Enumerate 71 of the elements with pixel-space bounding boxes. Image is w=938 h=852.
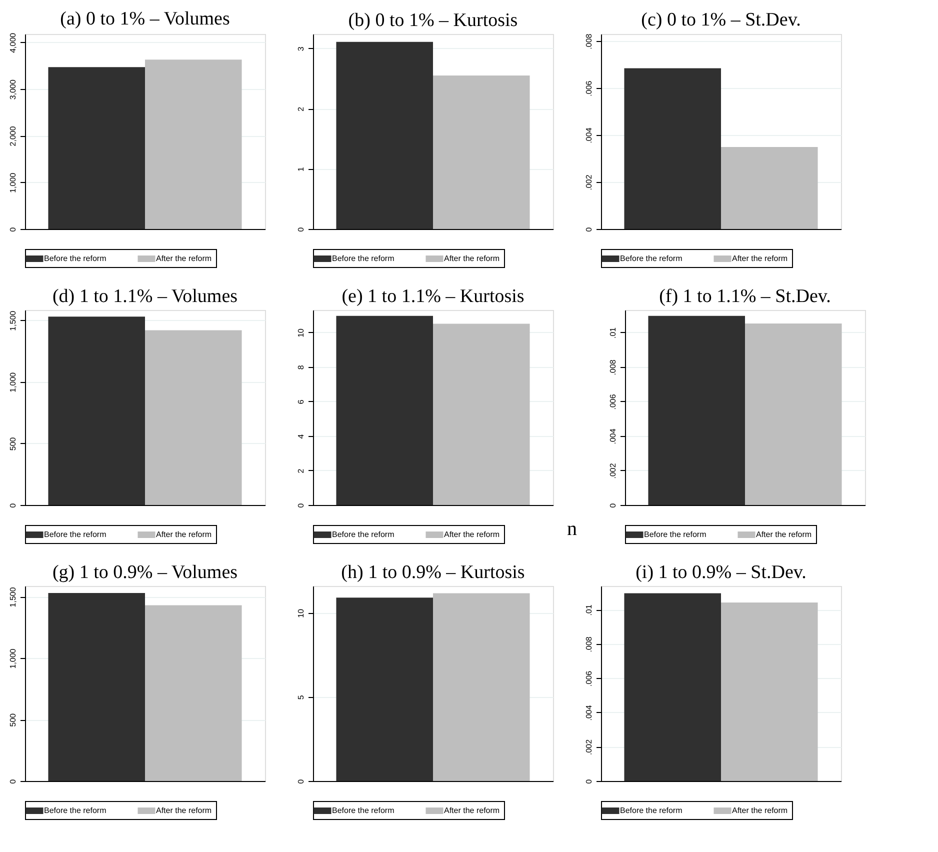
y-tick-label: 1,000	[8, 372, 18, 392]
legend-label: Before the reform	[620, 254, 683, 263]
y-tick-label: .008	[584, 636, 594, 652]
y-tick-label: 6	[296, 399, 306, 404]
y-tick-label: 1	[296, 166, 306, 172]
legend-label: Before the reform	[44, 530, 107, 539]
chart-title: (h) 1 to 0.9% – Kurtosis	[341, 562, 525, 583]
legend-label: Before the reform	[332, 806, 395, 815]
y-tick-label: .006	[584, 670, 594, 686]
chart-title: (b) 0 to 1% – Kurtosis	[348, 10, 518, 31]
y-tick-label: 2,000	[8, 126, 18, 146]
y-tick-label: .006	[584, 80, 594, 96]
legend-label: Before the reform	[44, 806, 107, 815]
y-tick-label: 4,000	[8, 32, 18, 53]
y-tick-label: 0	[8, 502, 18, 508]
legend-label: Before the reform	[44, 254, 107, 263]
chart-title: (d) 1 to 1.1% – Volumes	[52, 286, 238, 307]
chart-title: (f) 1 to 1.1% – St.Dev.	[659, 286, 831, 307]
legend-label: Before the reform	[644, 530, 707, 539]
y-tick-label: 2	[296, 468, 306, 474]
chart-title: (a) 0 to 1% – Volumes	[60, 8, 230, 30]
y-tick-label: .002	[584, 174, 594, 190]
y-tick-label: .002	[584, 738, 594, 756]
legend-label: After the reform	[444, 254, 500, 263]
y-tick-label: 0	[296, 226, 306, 232]
y-tick-label: .008	[584, 33, 594, 50]
y-tick-label: 0	[584, 778, 594, 784]
y-tick-label: 5	[296, 694, 306, 700]
y-tick-label: .01	[584, 604, 594, 616]
y-tick-label: .004	[584, 127, 594, 144]
legend-label: After the reform	[156, 530, 212, 539]
y-tick-label: .002	[608, 462, 618, 479]
legend-label: Before the reform	[332, 530, 395, 539]
chart-title: (e) 1 to 1.1% – Kurtosis	[342, 286, 524, 307]
y-tick-label: 1,000	[8, 172, 18, 193]
legend-label: After the reform	[444, 806, 500, 815]
y-tick-label: .004	[608, 428, 618, 444]
legend-label: After the reform	[156, 806, 212, 815]
y-tick-label: 0	[8, 778, 18, 784]
y-tick-label: 3	[296, 46, 306, 52]
y-tick-label: .006	[608, 394, 618, 410]
y-tick-label: 0	[608, 502, 618, 508]
legend-label: After the reform	[444, 530, 500, 539]
legend-label: After the reform	[756, 530, 812, 539]
chart-title: (c) 0 to 1% – St.Dev.	[641, 9, 801, 30]
legend-label: Before the reform	[620, 806, 683, 815]
y-tick-label: .004	[584, 704, 594, 721]
y-tick-label: 1,500	[8, 586, 18, 608]
y-tick-label: 1,500	[8, 310, 18, 331]
y-tick-label: 4	[296, 434, 306, 439]
y-tick-label: 10	[296, 328, 306, 338]
y-tick-label: 500	[8, 712, 18, 727]
y-tick-label: 0	[584, 226, 594, 232]
text: n	[567, 518, 577, 540]
legend-label: After the reform	[732, 254, 788, 263]
legend-label: Before the reform	[332, 254, 395, 263]
y-tick-label: 1,000	[8, 648, 18, 669]
y-tick-label: 500	[8, 436, 18, 451]
y-tick-label: 0	[8, 226, 18, 232]
y-tick-label: 0	[296, 502, 306, 508]
y-tick-label: .01	[608, 326, 618, 338]
y-tick-label: 2	[296, 106, 306, 112]
y-tick-label: 8	[296, 364, 306, 370]
y-tick-label: 0	[296, 778, 306, 784]
chart-title: (i) 1 to 0.9% – St.Dev.	[636, 562, 806, 583]
chart-title: (g) 1 to 0.9% – Volumes	[52, 562, 238, 583]
y-tick-label: 3,000	[8, 78, 18, 100]
legend-label: After the reform	[156, 254, 212, 263]
y-tick-label: 10	[296, 608, 306, 618]
legend-label: After the reform	[732, 806, 788, 815]
y-tick-label: .008	[608, 359, 618, 376]
